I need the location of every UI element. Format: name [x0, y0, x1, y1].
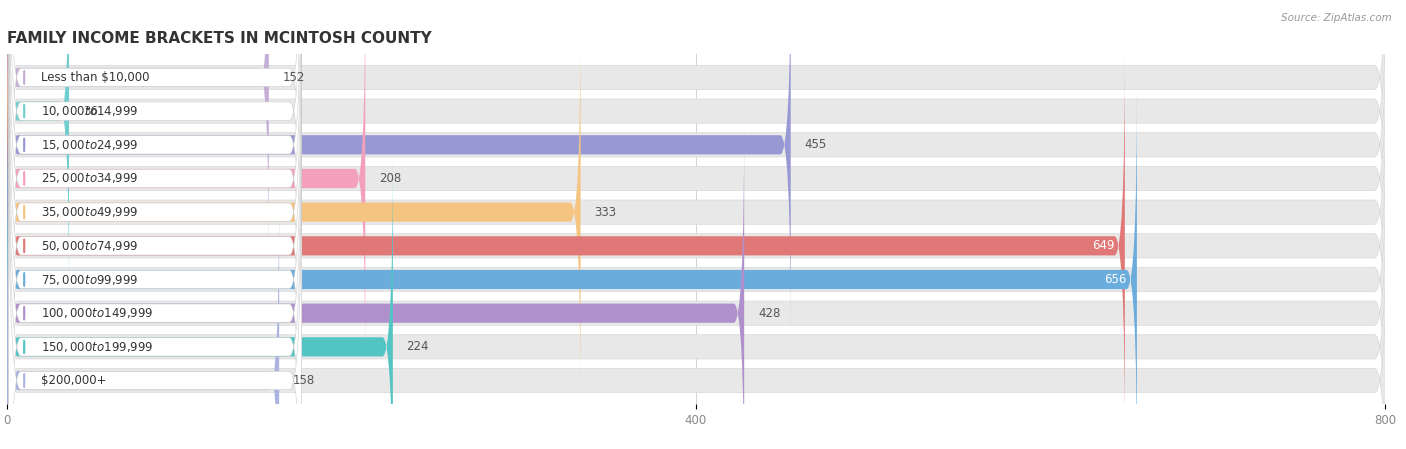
Text: $150,000 to $199,999: $150,000 to $199,999: [42, 340, 153, 354]
Text: 656: 656: [1104, 273, 1126, 286]
FancyBboxPatch shape: [8, 53, 301, 449]
FancyBboxPatch shape: [8, 0, 301, 405]
Text: $35,000 to $49,999: $35,000 to $49,999: [42, 205, 139, 219]
FancyBboxPatch shape: [7, 0, 69, 304]
FancyBboxPatch shape: [4, 0, 1388, 402]
FancyBboxPatch shape: [7, 188, 280, 449]
FancyBboxPatch shape: [7, 154, 392, 449]
FancyBboxPatch shape: [8, 19, 301, 449]
FancyBboxPatch shape: [7, 121, 744, 449]
Text: $50,000 to $74,999: $50,000 to $74,999: [42, 239, 139, 253]
FancyBboxPatch shape: [8, 154, 301, 449]
FancyBboxPatch shape: [7, 0, 269, 270]
FancyBboxPatch shape: [4, 22, 1388, 449]
Text: 158: 158: [292, 374, 315, 387]
Text: $25,000 to $34,999: $25,000 to $34,999: [42, 172, 139, 185]
FancyBboxPatch shape: [4, 89, 1388, 449]
Text: 152: 152: [283, 71, 305, 84]
FancyBboxPatch shape: [8, 0, 301, 439]
Text: 36: 36: [83, 105, 97, 118]
FancyBboxPatch shape: [4, 56, 1388, 449]
FancyBboxPatch shape: [4, 0, 1388, 449]
Text: FAMILY INCOME BRACKETS IN MCINTOSH COUNTY: FAMILY INCOME BRACKETS IN MCINTOSH COUNT…: [7, 31, 432, 46]
Text: Less than $10,000: Less than $10,000: [42, 71, 150, 84]
Text: 455: 455: [804, 138, 827, 151]
FancyBboxPatch shape: [7, 53, 1125, 438]
FancyBboxPatch shape: [4, 0, 1388, 368]
FancyBboxPatch shape: [8, 0, 301, 338]
FancyBboxPatch shape: [7, 20, 581, 405]
FancyBboxPatch shape: [7, 0, 366, 371]
FancyBboxPatch shape: [4, 0, 1388, 335]
FancyBboxPatch shape: [4, 0, 1388, 449]
Text: 649: 649: [1092, 239, 1115, 252]
Text: 208: 208: [380, 172, 401, 185]
Text: $100,000 to $149,999: $100,000 to $149,999: [42, 306, 153, 320]
Text: 224: 224: [406, 340, 429, 353]
Text: $10,000 to $14,999: $10,000 to $14,999: [42, 104, 139, 118]
Text: 428: 428: [758, 307, 780, 320]
Text: $200,000+: $200,000+: [42, 374, 107, 387]
FancyBboxPatch shape: [8, 120, 301, 449]
FancyBboxPatch shape: [8, 0, 301, 304]
Text: 333: 333: [595, 206, 616, 219]
FancyBboxPatch shape: [4, 123, 1388, 449]
FancyBboxPatch shape: [7, 87, 1137, 449]
FancyBboxPatch shape: [8, 87, 301, 449]
FancyBboxPatch shape: [4, 0, 1388, 436]
FancyBboxPatch shape: [7, 0, 790, 337]
Text: Source: ZipAtlas.com: Source: ZipAtlas.com: [1281, 13, 1392, 23]
Text: $15,000 to $24,999: $15,000 to $24,999: [42, 138, 139, 152]
Text: $75,000 to $99,999: $75,000 to $99,999: [42, 273, 139, 286]
FancyBboxPatch shape: [8, 0, 301, 371]
